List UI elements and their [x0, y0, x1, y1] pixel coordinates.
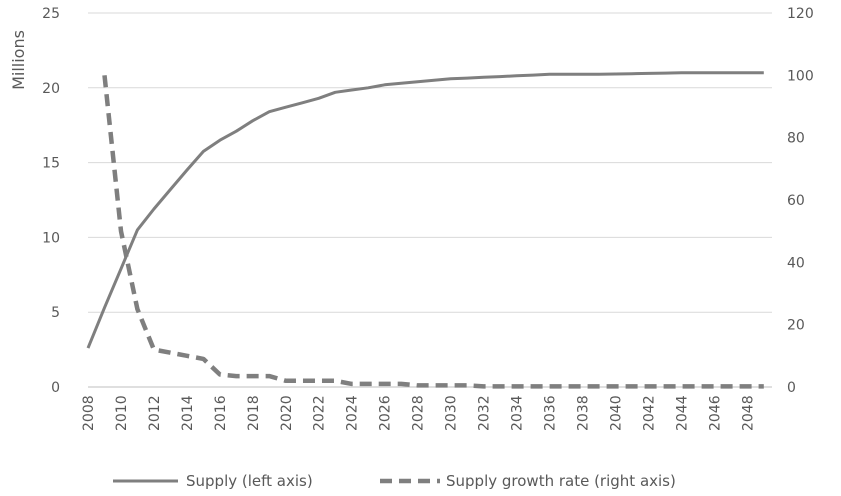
right-axis-tick-label: 40	[787, 255, 805, 271]
legend: Supply (left axis) Supply growth rate (ri…	[113, 472, 676, 490]
x-axis-tick-label: 2018	[246, 395, 262, 431]
left-axis-tick-label: 20	[42, 81, 60, 97]
left-axis-tick-label: 10	[42, 230, 60, 246]
x-axis-tick-label: 2028	[411, 395, 427, 431]
series-lines	[86, 71, 764, 389]
x-axis-tick-label: 2030	[444, 395, 460, 431]
x-axis-tick-label: 2008	[81, 395, 97, 431]
legend-label: Supply growth rate (right axis)	[446, 472, 676, 490]
x-axis-tick-label: 2020	[279, 395, 295, 431]
legend-label: Supply (left axis)	[186, 472, 313, 490]
x-axis-tick-label: 2022	[312, 395, 328, 431]
right-axis-tick-label: 80	[787, 131, 805, 147]
right-axis-tick-label: 20	[787, 318, 805, 334]
x-axis-tick-label: 2016	[213, 395, 229, 431]
gridlines	[88, 12, 772, 313]
right-axis-tick-label: 0	[787, 380, 796, 396]
x-axis-tick-label: 2038	[575, 395, 591, 431]
series-line-growth-rate	[102, 75, 764, 389]
x-axis-tick-labels: 2008 2010 2012 2014 2016 2018 2020 2022 2024 2026…	[81, 395, 756, 431]
right-axis-tick-label: 60	[787, 193, 805, 209]
x-axis-tick-label: 2040	[608, 395, 624, 431]
x-axis-tick-label: 2046	[707, 395, 723, 431]
x-axis-tick-label: 2048	[740, 395, 756, 431]
left-axis-tick-label: 15	[42, 156, 60, 172]
right-axis-tick-label: 120	[787, 6, 814, 22]
x-axis-tick-label: 2044	[674, 395, 690, 431]
x-axis-tick-label: 2024	[345, 395, 361, 431]
right-axis-tick-label: 100	[787, 68, 814, 84]
x-axis-tick-label: 2034	[510, 395, 526, 431]
x-axis-tick-label: 2036	[542, 395, 558, 431]
series-line-supply	[86, 71, 764, 349]
left-axis-tick-label: 25	[42, 6, 60, 22]
x-axis-tick-label: 2032	[477, 395, 493, 431]
x-axis-tick-label: 2042	[641, 395, 657, 431]
x-axis-tick-label: 2014	[180, 395, 196, 431]
right-axis-tick-labels: 0 20 40 60 80 100 120	[787, 6, 814, 396]
left-axis-tick-label: 5	[51, 305, 60, 321]
left-axis-tick-label: 0	[51, 380, 60, 396]
left-axis-tick-labels: 0 5 10 15 20 25	[42, 6, 60, 396]
left-axis-title: Millions	[9, 30, 28, 90]
x-axis-tick-label: 2026	[378, 395, 394, 431]
x-axis-tick-label: 2010	[114, 395, 130, 431]
x-axis-tick-label: 2012	[147, 395, 163, 431]
